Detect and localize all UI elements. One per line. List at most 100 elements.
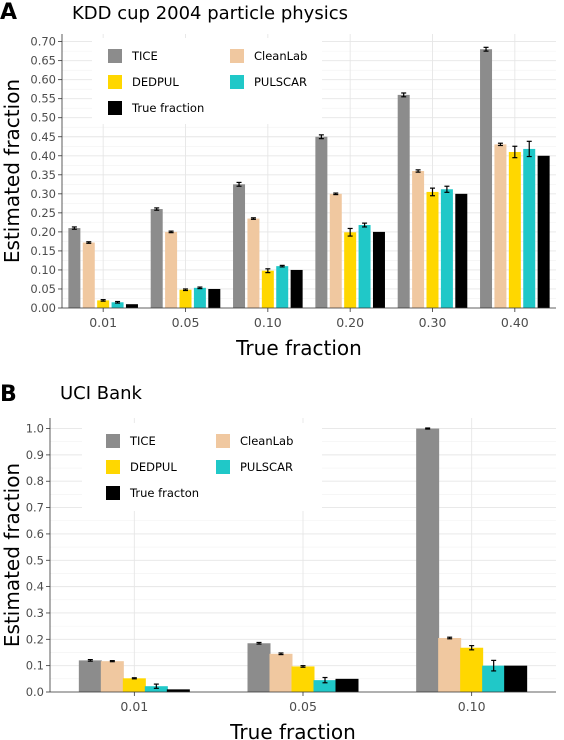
legend-item: DEDPUL (106, 460, 177, 474)
legend-label: CleanLab (240, 434, 293, 448)
legend-item: TICE (108, 49, 158, 63)
bar (262, 271, 274, 308)
legend-item: PULSCAR (216, 460, 293, 474)
bar (101, 661, 124, 692)
y-tick-label: 0.15 (30, 244, 56, 258)
y-tick-label: 0.35 (30, 168, 56, 182)
bar (180, 290, 192, 308)
legend-key (230, 49, 244, 63)
x-axis-label: True fraction (229, 720, 356, 740)
legend-key (106, 460, 120, 474)
legend-item: PULSCAR (230, 75, 307, 89)
error-bar (425, 428, 430, 429)
bar (538, 156, 550, 308)
legend-label: CleanLab (254, 49, 307, 63)
bar (455, 194, 467, 308)
legend-key (106, 486, 120, 500)
x-tick-label: 0.20 (336, 315, 364, 330)
x-tick-label: 0.10 (458, 699, 486, 714)
legend: TICE CleanLab DEDPUL PULSCAR True fraction (92, 38, 322, 124)
bar (359, 225, 371, 308)
y-tick-label: 0.6 (26, 527, 44, 541)
bar (248, 643, 271, 692)
y-tick-label: 1.0 (26, 422, 44, 436)
bar (344, 232, 356, 308)
legend-label: True fracton (129, 486, 199, 500)
y-tick-label: 0.50 (30, 111, 56, 125)
bar (276, 266, 288, 308)
y-axis-label: Estimated fraction (0, 463, 24, 647)
bar (416, 429, 439, 692)
legend-key (108, 75, 122, 89)
bar (151, 209, 163, 308)
x-tick-label: 0.01 (120, 699, 148, 714)
bar (504, 666, 527, 692)
legend-key (230, 75, 244, 89)
y-tick-label: 0.3 (26, 606, 44, 620)
legend-item: DEDPUL (108, 75, 179, 89)
bar (460, 648, 483, 692)
x-tick-label: 0.01 (89, 315, 117, 330)
x-tick-label: 0.30 (419, 315, 447, 330)
legend-label: True fraction (131, 101, 204, 115)
bar (165, 232, 177, 308)
legend-key (108, 101, 122, 115)
bar (83, 243, 95, 308)
bar (291, 270, 303, 308)
legend-item: True fracton (106, 486, 199, 500)
y-tick-label: 0.45 (30, 130, 56, 144)
y-tick-label: 0.2 (26, 632, 44, 646)
bar (247, 219, 259, 308)
legend-label: TICE (129, 434, 156, 448)
chart-title: KDD cup 2004 particle physics (72, 3, 348, 24)
panel-b: B UCI Bank 0.0 0.1 0.2 0.3 0.4 0.5 0.6 0.7 0.8 0.9 1… (0, 382, 556, 740)
legend-item: CleanLab (230, 49, 307, 63)
bar (123, 678, 146, 692)
legend-item: TICE (106, 434, 156, 448)
bar (494, 144, 506, 308)
y-tick-label: 0.05 (30, 282, 56, 296)
y-tick-label: 0.7 (26, 501, 44, 515)
y-tick-label: 0.25 (30, 206, 56, 220)
y-tick-label: 0.1 (26, 659, 44, 673)
bar (126, 304, 138, 308)
bar (292, 666, 315, 692)
bar (233, 184, 245, 308)
y-axis-label: Estimated fraction (0, 79, 24, 263)
y-tick-label: 0.30 (30, 187, 56, 201)
legend-label: DEDPUL (132, 75, 179, 89)
bar (270, 654, 293, 692)
x-tick-label: 0.05 (172, 315, 200, 330)
legend-label: DEDPUL (130, 460, 177, 474)
legend-label: PULSCAR (254, 75, 307, 89)
y-tick-label: 0.20 (30, 225, 56, 239)
x-tick-label: 0.40 (501, 315, 529, 330)
legend-label: PULSCAR (240, 460, 293, 474)
bar (315, 137, 327, 308)
x-tick-label: 0.05 (289, 699, 317, 714)
panel-letter: B (0, 382, 17, 407)
error-bar (132, 678, 137, 679)
y-tick-label: 0.55 (30, 92, 56, 106)
y-tick-label: 0.5 (26, 553, 44, 567)
legend-key (216, 460, 230, 474)
bar (208, 289, 220, 308)
bar (398, 95, 410, 308)
legend-key (108, 49, 122, 63)
y-tick-label: 0.4 (26, 580, 44, 594)
bar (330, 194, 342, 308)
bar (441, 189, 453, 308)
chart-title: UCI Bank (60, 383, 143, 404)
bar (79, 660, 102, 692)
bar (523, 149, 535, 308)
y-tick-label: 0.10 (30, 263, 56, 277)
bar (336, 679, 359, 692)
legend: TICE CleanLab DEDPUL PULSCAR True fracton (82, 423, 322, 511)
y-tick-label: 0.40 (30, 149, 56, 163)
bar (373, 232, 385, 308)
x-tick-label: 0.10 (254, 315, 282, 330)
panel-letter: A (0, 0, 17, 25)
y-tick-label: 0.65 (30, 54, 56, 68)
y-tick-label: 0.70 (30, 35, 56, 49)
